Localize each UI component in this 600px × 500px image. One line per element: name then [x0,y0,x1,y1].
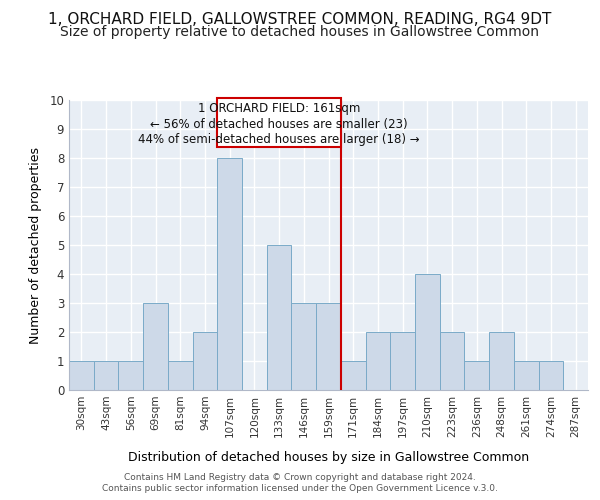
Text: 44% of semi-detached houses are larger (18) →: 44% of semi-detached houses are larger (… [138,133,420,146]
Bar [514,361,539,390]
Bar [267,245,292,390]
Y-axis label: Number of detached properties: Number of detached properties [29,146,43,344]
Text: 1 ORCHARD FIELD: 161sqm: 1 ORCHARD FIELD: 161sqm [198,102,360,115]
Bar [390,332,415,390]
Text: Contains HM Land Registry data © Crown copyright and database right 2024.: Contains HM Land Registry data © Crown c… [124,472,476,482]
Bar [489,332,514,390]
Bar [440,332,464,390]
Bar [539,361,563,390]
Text: Size of property relative to detached houses in Gallowstree Common: Size of property relative to detached ho… [61,25,539,39]
FancyBboxPatch shape [217,98,341,147]
Bar [415,274,440,390]
Bar [193,332,217,390]
X-axis label: Distribution of detached houses by size in Gallowstree Common: Distribution of detached houses by size … [128,451,529,464]
Bar [118,361,143,390]
Bar [94,361,118,390]
Bar [316,303,341,390]
Bar [365,332,390,390]
Bar [143,303,168,390]
Bar [168,361,193,390]
Bar [341,361,365,390]
Text: 1, ORCHARD FIELD, GALLOWSTREE COMMON, READING, RG4 9DT: 1, ORCHARD FIELD, GALLOWSTREE COMMON, RE… [49,12,551,28]
Bar [69,361,94,390]
Text: ← 56% of detached houses are smaller (23): ← 56% of detached houses are smaller (23… [150,118,408,130]
Bar [292,303,316,390]
Text: Contains public sector information licensed under the Open Government Licence v.: Contains public sector information licen… [102,484,498,493]
Bar [217,158,242,390]
Bar [464,361,489,390]
